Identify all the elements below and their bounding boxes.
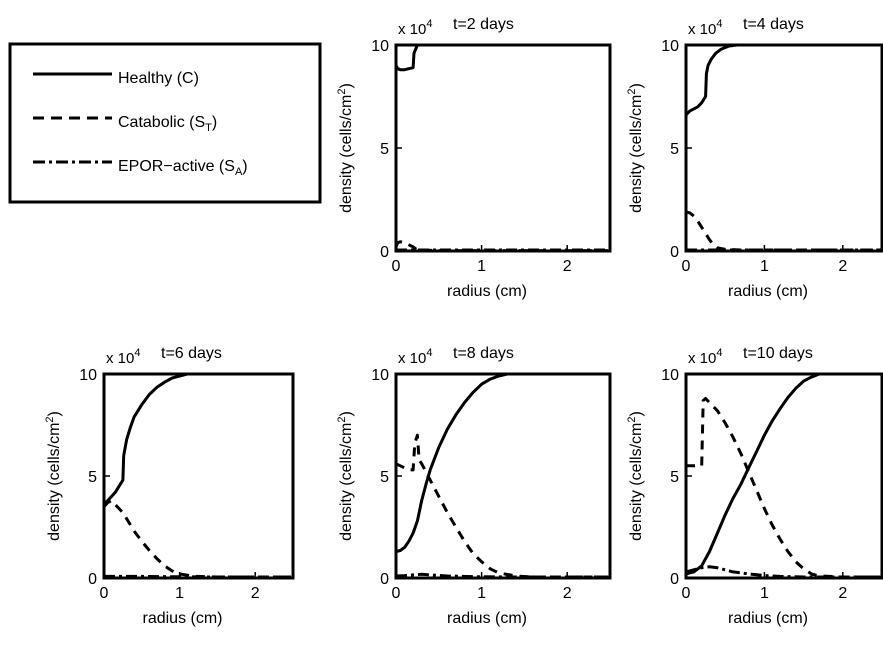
x-tick-label: 0 [392,258,401,275]
x-tick-label: 2 [563,258,572,275]
exponent-label: x 104 [106,347,140,367]
series-line [395,433,610,579]
series-line [394,43,610,72]
subplot: 0 1 2 0 5 10 x 104 t=2 days radius (cm) density (… [336,16,612,300]
y-tick-label: 0 [88,571,97,588]
y-tick-label: 5 [380,141,389,158]
axes-frame [394,43,612,253]
x-tick-label: 1 [760,585,769,602]
axes-frame [102,372,295,580]
subplot: 0 1 2 0 5 10 x 104 t=4 days radius (cm) density (… [626,16,883,300]
y-tick-label: 10 [661,367,679,384]
y-tick-label: 5 [380,469,389,486]
y-tick-label: 0 [670,244,679,261]
x-axis-label: radius (cm) [728,283,808,300]
x-tick-label: 2 [563,585,572,602]
y-axis-label: density (cells/cm2) [626,83,645,213]
y-tick-label: 0 [380,571,389,588]
subplot: 0 1 2 0 5 10 x 104 t=10 days radius (cm) density … [626,345,883,627]
series-line [685,210,882,252]
series-line [395,372,610,553]
x-tick-label: 2 [838,585,847,602]
series-line [102,499,293,579]
series-line [685,565,882,579]
x-tick-label: 2 [251,585,260,602]
x-axis-label: radius (cm) [447,283,527,300]
legend-label-catabolic: Catabolic (ST) [118,114,217,134]
y-tick-label: 5 [670,141,679,158]
legend: Healthy (C) Catabolic (ST) EPOR−active (… [8,42,322,204]
y-axis-label: density (cells/cm2) [44,411,63,541]
legend-frame [8,42,322,204]
series-line [102,372,293,506]
series-line [394,240,610,253]
x-tick-label: 1 [760,258,769,275]
legend-label-healthy: Healthy (C) [118,70,199,87]
x-tick-label: 1 [477,585,486,602]
y-tick-label: 5 [88,469,97,486]
x-axis-label: radius (cm) [142,610,222,627]
x-tick-label: 1 [175,585,184,602]
subplot-title: t=10 days [743,345,813,362]
y-tick-label: 10 [661,38,679,55]
subplot: 0 1 2 0 5 10 x 104 t=8 days radius (cm) density (… [336,345,612,627]
series-line [685,372,882,576]
x-tick-label: 0 [392,585,401,602]
exponent-label: x 104 [688,18,722,38]
x-tick-label: 2 [838,258,847,275]
subplot: 0 1 2 0 5 10 x 104 t=6 days radius (cm) density (… [44,345,295,627]
axes-frame [684,43,883,253]
y-tick-label: 0 [380,244,389,261]
subplot-title: t=8 days [453,345,514,362]
subplot-title: t=2 days [453,16,514,33]
y-tick-label: 10 [79,367,97,384]
x-tick-label: 0 [682,585,691,602]
x-axis-label: radius (cm) [447,610,527,627]
x-tick-label: 0 [100,585,109,602]
exponent-label: x 104 [688,347,722,367]
subplot-title: t=4 days [743,16,804,33]
series-line [684,43,882,117]
series-line [686,397,882,579]
y-tick-label: 0 [670,571,679,588]
y-axis-label: density (cells/cm2) [626,411,645,541]
legend-label-epor-active: EPOR−active (SA) [118,158,248,178]
y-axis-label: density (cells/cm2) [336,411,355,541]
exponent-label: x 104 [398,18,432,38]
y-tick-label: 10 [371,38,389,55]
y-tick-label: 10 [371,367,389,384]
exponent-label: x 104 [398,347,432,367]
x-tick-label: 1 [477,258,486,275]
y-axis-label: density (cells/cm2) [336,83,355,213]
y-tick-label: 5 [670,469,679,486]
x-axis-label: radius (cm) [728,610,808,627]
x-tick-label: 0 [682,258,691,275]
subplot-title: t=6 days [161,345,222,362]
